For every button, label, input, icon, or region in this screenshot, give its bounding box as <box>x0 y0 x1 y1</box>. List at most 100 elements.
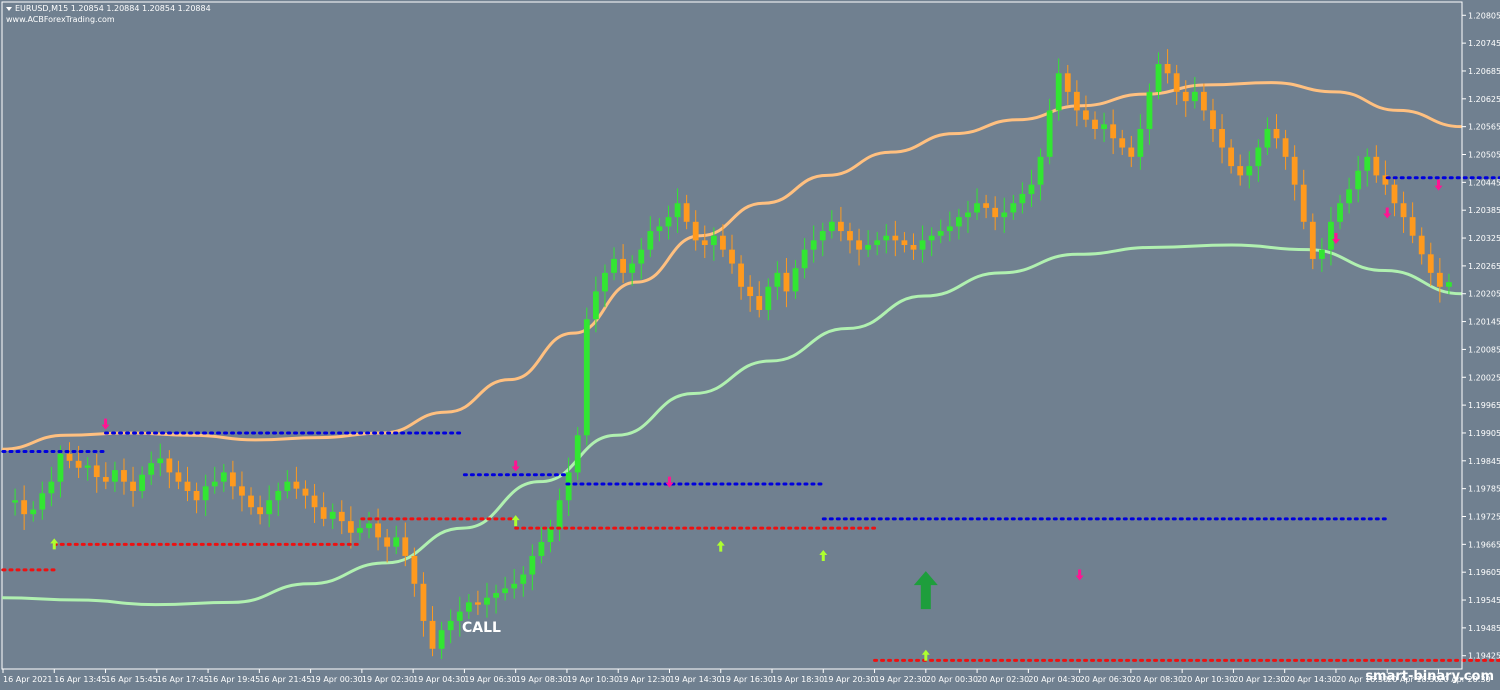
bull-candle <box>1055 73 1062 111</box>
bear-candle <box>1064 73 1071 92</box>
sell-arrow-icon <box>1434 179 1443 191</box>
bear-candle <box>248 495 254 508</box>
bull-candle <box>1337 203 1343 222</box>
bull-candle <box>1019 193 1026 204</box>
bull-candle <box>547 528 554 543</box>
bull-candle <box>1101 124 1107 129</box>
chart-menu-icon[interactable] <box>6 6 12 11</box>
bear-candle <box>692 221 699 241</box>
bull-candle <box>1355 170 1362 190</box>
bull-candle <box>710 235 717 246</box>
bear-candle <box>229 472 236 487</box>
bull-candle <box>484 597 490 605</box>
bull-candle <box>157 458 164 464</box>
bull-candle <box>202 486 209 501</box>
bear-candle <box>901 240 908 246</box>
y-tick-label: 1.20385 <box>1468 206 1500 215</box>
bear-candle <box>1436 272 1443 287</box>
bull-candle <box>955 217 962 227</box>
x-axis: 16 Apr 2021 16 Apr 13:45 16 Apr 15:45 16 Ap… <box>2 669 1491 684</box>
x-tick-label: 16 Apr 21:45 <box>259 675 311 684</box>
bull-candle <box>602 272 608 292</box>
y-tick-label: 1.19605 <box>1468 568 1500 577</box>
bear-candle <box>1173 73 1180 92</box>
x-tick-label: 20 Apr 06:30 <box>1080 675 1132 684</box>
x-tick-label: 19 Apr 08:30 <box>516 675 568 684</box>
sell-arrow-icon <box>1331 233 1340 245</box>
x-tick-label: 19 Apr 20:30 <box>823 675 875 684</box>
bull-candle <box>674 203 681 218</box>
bear-candle <box>93 465 100 478</box>
bear-candle <box>375 523 381 538</box>
bear-candle <box>1400 203 1407 218</box>
bull-candle <box>583 319 590 436</box>
bull-candle <box>357 528 363 533</box>
sell-arrow-icon <box>511 460 520 472</box>
bear-candle <box>1073 91 1080 111</box>
y-tick-label: 1.19785 <box>1468 485 1500 494</box>
bear-candle <box>121 470 127 482</box>
bull-candle <box>502 588 509 594</box>
y-tick-label: 1.20145 <box>1468 318 1500 327</box>
bear-candle <box>429 620 436 649</box>
bear-candle <box>193 490 200 501</box>
bull-candle <box>556 500 563 529</box>
bull-candle <box>1037 156 1044 185</box>
bull-candle <box>48 481 55 494</box>
bear-candle <box>856 240 862 250</box>
bull-candle <box>30 509 37 515</box>
x-tick-label: 19 Apr 16:30 <box>721 675 773 684</box>
bear-candle <box>1219 128 1225 148</box>
bull-candle <box>84 465 91 468</box>
bull-candle <box>529 555 536 575</box>
bull-candle <box>965 212 971 218</box>
bear-candle <box>302 488 309 496</box>
x-tick-label: 19 Apr 06:30 <box>464 675 516 684</box>
bear-candle <box>1373 156 1380 176</box>
bull-candle <box>1146 91 1153 129</box>
bear-candle <box>1418 235 1425 255</box>
y-tick-label: 1.19905 <box>1468 429 1500 438</box>
bear-candle <box>1237 166 1244 176</box>
bull-candle <box>1155 64 1162 92</box>
bear-candle <box>1309 221 1316 259</box>
x-tick-label: 20 Apr 18:30 <box>1387 675 1439 684</box>
bear-candle <box>847 231 853 241</box>
bear-candle <box>1092 119 1098 129</box>
bear-candle <box>1391 184 1398 204</box>
buy-arrow-icon <box>921 649 930 661</box>
bull-candle <box>1046 110 1053 157</box>
bull-candle <box>275 490 282 501</box>
bear-candle <box>1119 138 1126 148</box>
y-tick-label: 1.20445 <box>1468 178 1500 187</box>
bull-candle <box>865 245 872 250</box>
bear-candle <box>1409 217 1416 236</box>
y-tick-label: 1.20745 <box>1468 39 1500 48</box>
x-tick-label: 20 Apr 00:30 <box>926 675 978 684</box>
bull-candle <box>647 231 654 250</box>
ema-fast-line <box>1 81 1463 451</box>
bear-candle <box>910 245 917 250</box>
bear-candle <box>983 203 990 208</box>
bull-candle <box>565 472 572 501</box>
bull-candle <box>12 500 18 503</box>
y-tick-label: 1.19965 <box>1468 401 1500 410</box>
bull-candle <box>393 537 400 547</box>
y-tick-label: 1.19725 <box>1468 512 1500 521</box>
x-tick-label: 19 Apr 04:30 <box>413 675 465 684</box>
buy-arrow-icon <box>819 549 828 561</box>
bull-candle <box>57 453 64 482</box>
bull-candle <box>629 263 636 273</box>
symbol-line: EURUSD,M15 1.20854 1.20884 1.20854 1.208… <box>15 4 211 13</box>
y-tick-label: 1.20625 <box>1468 95 1500 104</box>
bull-candle <box>1137 128 1144 157</box>
bull-candle <box>438 630 445 649</box>
bull-candle <box>810 240 817 250</box>
x-tick-label: 19 Apr 12:30 <box>618 675 670 684</box>
bull-candle <box>493 593 499 598</box>
bull-candle <box>883 235 890 241</box>
bull-candle <box>1246 166 1253 176</box>
bull-candle <box>946 226 953 232</box>
